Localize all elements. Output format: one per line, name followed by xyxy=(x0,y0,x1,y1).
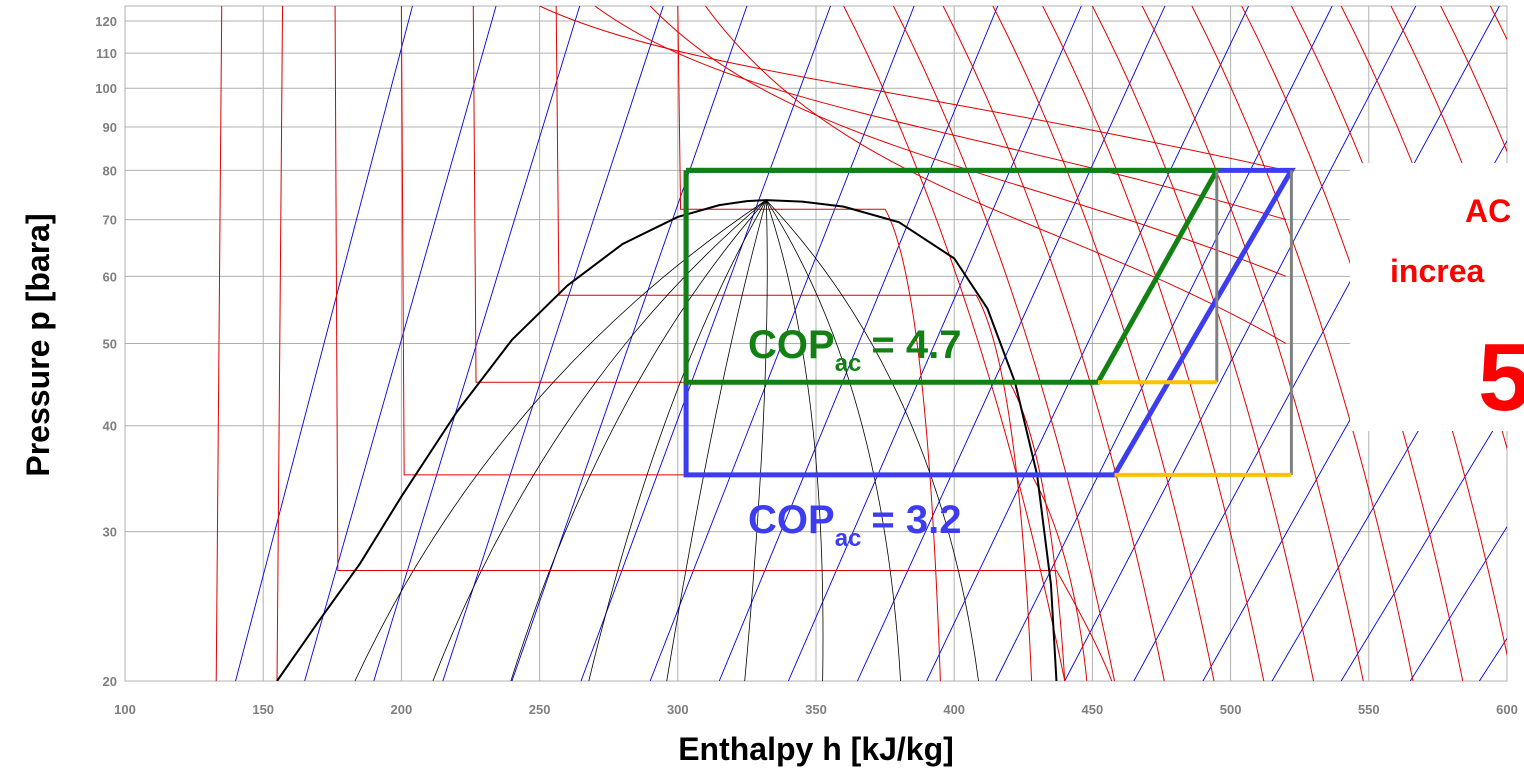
isentrope-line xyxy=(304,6,497,681)
cop-low-main: COP xyxy=(748,498,835,542)
x-tick-label: 450 xyxy=(1082,702,1104,717)
y-tick-label: 100 xyxy=(95,81,117,96)
isotherm-line xyxy=(555,6,1033,681)
isentrope-line xyxy=(1409,525,1507,681)
isotherm-arc xyxy=(1390,6,1507,287)
isotherm-supercritical xyxy=(705,6,1287,344)
isotherm-line xyxy=(472,6,1066,681)
refrigeration-cycles xyxy=(683,167,1296,478)
callout-line2: increa xyxy=(1390,253,1484,289)
axis-ticks: 100 150 200 250 300 350 400 450 500 550 600 20 30 40 5… xyxy=(95,14,1518,717)
isentrope-line xyxy=(1064,6,1417,681)
callout-line1: AC xyxy=(1465,193,1511,229)
isentrope-line xyxy=(511,6,748,681)
quality-line xyxy=(765,199,824,681)
isotherm-arc xyxy=(843,6,1066,681)
x-tick-label: 400 xyxy=(943,702,965,717)
quality-line xyxy=(765,199,901,681)
cop-high-label: COPac = 4.7 xyxy=(748,323,961,377)
cop-high-sub: ac xyxy=(835,350,862,377)
y-tick-label: 30 xyxy=(103,525,117,540)
isotherm-arc xyxy=(1141,6,1364,681)
quality-line xyxy=(588,199,767,681)
cop-low-label: COPac = 3.2 xyxy=(748,498,961,552)
isentrope-line xyxy=(1340,406,1507,681)
cop-high-value: = 4.7 xyxy=(871,323,961,367)
x-tick-label: 600 xyxy=(1496,702,1518,717)
x-tick-label: 100 xyxy=(114,702,136,717)
y-tick-label: 120 xyxy=(95,14,117,29)
y-tick-label: 90 xyxy=(103,120,117,135)
isotherm-arc xyxy=(942,6,1165,681)
x-tick-label: 250 xyxy=(529,702,551,717)
y-tick-label: 110 xyxy=(96,46,117,61)
cop-low-value: = 3.2 xyxy=(871,498,961,542)
isentrope-line xyxy=(649,6,915,681)
y-axis-title: Pressure p [bara] xyxy=(20,213,56,476)
callout-line3: 5 xyxy=(1478,324,1524,431)
isentrope-line xyxy=(857,6,1166,681)
cop-low-sub: ac xyxy=(835,525,862,552)
quality-line xyxy=(666,199,767,681)
y-tick-label: 50 xyxy=(103,337,117,352)
x-tick-label: 550 xyxy=(1358,702,1380,717)
isentrope-line xyxy=(235,6,413,681)
x-tick-label: 200 xyxy=(391,702,413,717)
isentrope-line xyxy=(580,6,831,681)
saturation-dome xyxy=(276,199,1058,681)
callout-box: AC increa 5 xyxy=(1350,163,1524,431)
quality-line xyxy=(765,199,979,681)
y-tick-label: 70 xyxy=(103,213,117,228)
cop-high-main: COP xyxy=(748,323,835,367)
isentrope-line xyxy=(442,6,664,681)
y-tick-label: 60 xyxy=(103,269,117,284)
quality-line xyxy=(510,199,767,681)
isotherm-line xyxy=(215,6,223,681)
x-tick-label: 500 xyxy=(1220,702,1242,717)
isotherm-supercritical xyxy=(594,6,1287,221)
x-axis-title: Enthalpy h [kJ/kg] xyxy=(678,731,954,767)
isentrope-line xyxy=(373,6,581,681)
isotherm-arc xyxy=(1440,6,1507,153)
y-tick-label: 20 xyxy=(103,674,117,689)
x-tick-label: 150 xyxy=(252,702,274,717)
x-tick-label: 350 xyxy=(805,702,827,717)
quality-line xyxy=(354,199,767,681)
y-tick-label: 40 xyxy=(103,419,117,434)
isotherm-arc xyxy=(892,6,1115,681)
y-tick-label: 80 xyxy=(103,163,117,178)
quality-line xyxy=(432,199,767,681)
saturation-dome-curve xyxy=(276,199,1058,681)
isentrope-line xyxy=(718,6,999,681)
x-tick-label: 300 xyxy=(667,702,689,717)
isentrope-line xyxy=(1133,6,1500,681)
isotherm-line xyxy=(334,6,1113,681)
isotherm-arc xyxy=(1042,6,1265,681)
isotherm-arc xyxy=(1191,6,1414,681)
isentrope-line xyxy=(995,6,1333,681)
quality-line xyxy=(744,200,768,681)
isotherm-line xyxy=(276,6,284,681)
isotherm-supercritical xyxy=(649,6,1287,277)
isotherm-arc xyxy=(992,6,1215,681)
isotherm-supercritical xyxy=(539,6,1286,171)
